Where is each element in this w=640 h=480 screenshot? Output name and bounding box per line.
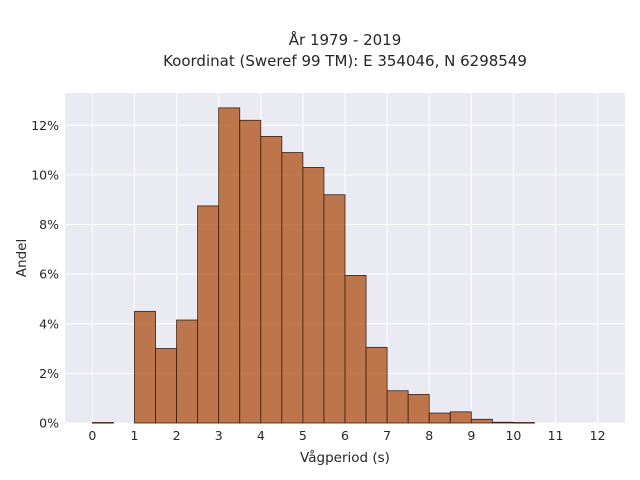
x-tick-label: 1	[130, 428, 138, 443]
x-tick-label: 10	[505, 428, 521, 443]
x-tick-label: 8	[425, 428, 433, 443]
histogram-bar	[428, 412, 451, 424]
histogram-bar	[386, 390, 409, 424]
chart-title-line1: År 1979 - 2019	[289, 30, 402, 49]
histogram-bar	[218, 107, 241, 424]
y-tick-label: 2%	[39, 366, 59, 381]
x-tick-label: 9	[467, 428, 475, 443]
y-tick-label: 0%	[39, 416, 59, 431]
histogram-bar	[197, 205, 220, 424]
y-tick-label: 6%	[39, 267, 59, 282]
histogram-bar	[239, 119, 262, 424]
x-tick-label: 0	[88, 428, 96, 443]
histogram-bar	[281, 152, 304, 424]
x-tick-labels: 0 1 2 3 4 5 6 7 8 9 10 11 12	[88, 428, 605, 443]
x-tick-label: 7	[383, 428, 391, 443]
x-tick-label: 4	[257, 428, 265, 443]
chart-title-line2: Koordinat (Sweref 99 TM): E 354046, N 62…	[163, 52, 527, 70]
histogram-bar	[260, 136, 283, 424]
histogram-bar	[449, 411, 472, 424]
x-tick-label: 5	[299, 428, 307, 443]
histogram-bar	[407, 394, 430, 424]
x-tick-label: 6	[341, 428, 349, 443]
x-tick-label: 3	[215, 428, 223, 443]
x-tick-label: 12	[590, 428, 606, 443]
x-tick-label: 11	[548, 428, 564, 443]
histogram-bar	[91, 422, 114, 424]
histogram-bar	[155, 348, 177, 424]
y-tick-labels: 0% 2% 4% 6% 8% 10% 12%	[31, 118, 59, 431]
y-tick-label: 12%	[31, 118, 59, 133]
y-tick-label: 8%	[39, 217, 59, 232]
x-axis-label: Vågperiod (s)	[300, 449, 390, 466]
y-tick-label: 10%	[31, 167, 59, 182]
histogram-bar	[491, 421, 514, 424]
histogram-bar	[344, 274, 367, 424]
histogram-bar	[513, 422, 535, 424]
histogram-bar	[134, 310, 156, 424]
histogram-bars	[91, 107, 535, 424]
histogram-bar	[176, 319, 199, 424]
histogram-bar	[365, 346, 388, 424]
histogram-bar	[323, 194, 346, 424]
histogram-bar	[470, 418, 493, 424]
histogram-bar	[302, 167, 325, 424]
x-tick-label: 2	[173, 428, 181, 443]
y-axis-label: Andel	[14, 239, 30, 277]
y-tick-label: 4%	[39, 316, 59, 331]
